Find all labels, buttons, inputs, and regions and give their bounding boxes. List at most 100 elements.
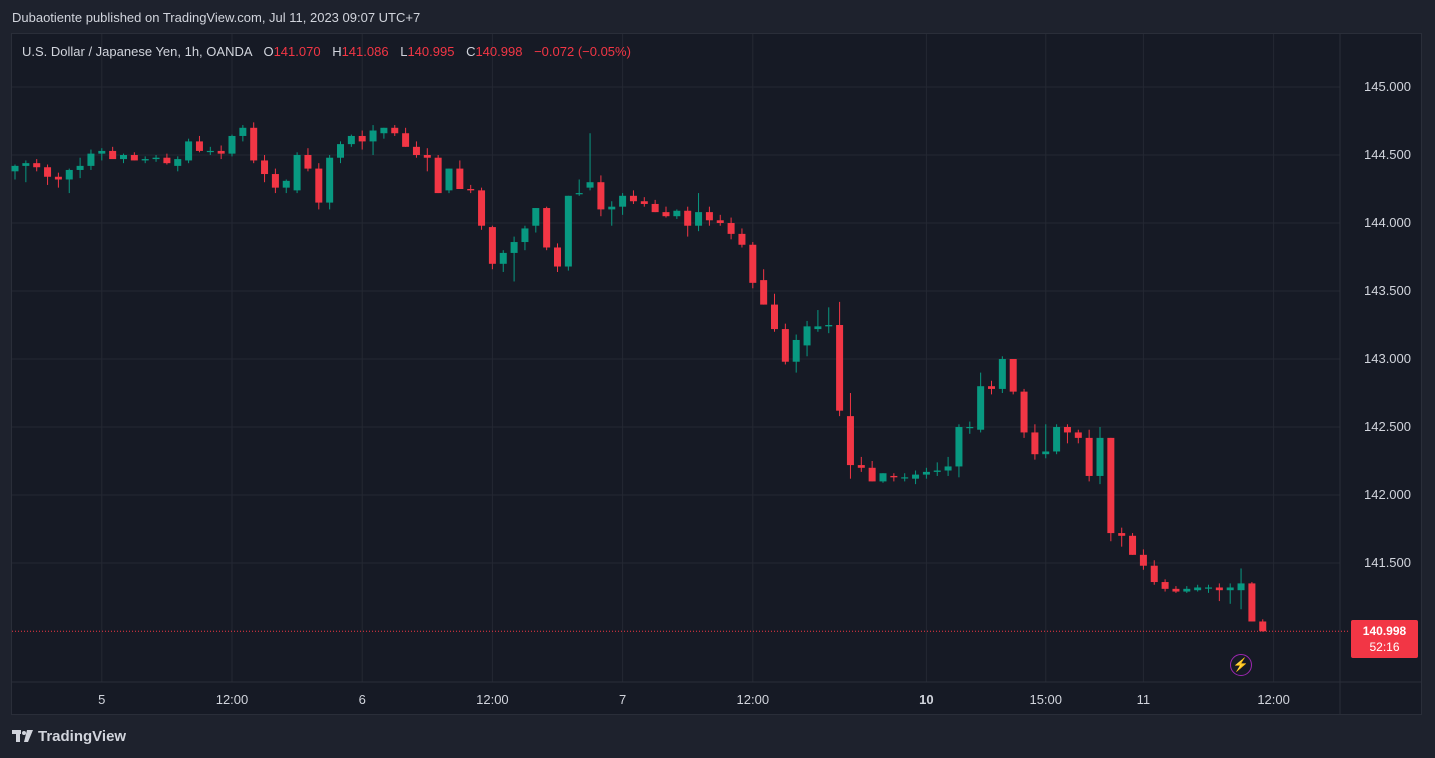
x-tick-label: 10: [919, 692, 933, 707]
brand-name: TradingView: [38, 728, 127, 745]
candle: [998, 356, 1006, 393]
candle-body: [1161, 582, 1169, 589]
candle: [130, 152, 138, 161]
lightning-icon[interactable]: ⚡: [1230, 654, 1252, 676]
candle-body: [879, 473, 887, 482]
candle-body: [814, 326, 822, 330]
candle: [1161, 579, 1169, 592]
chart-panel[interactable]: [11, 33, 1422, 715]
candle: [977, 372, 985, 433]
candle-body: [1053, 427, 1061, 452]
candle: [293, 152, 301, 194]
candle: [391, 125, 399, 136]
candle: [868, 461, 876, 482]
candle-body: [912, 474, 920, 479]
candle: [228, 134, 236, 157]
candle: [347, 134, 355, 147]
candle-body: [803, 326, 811, 346]
candle: [185, 138, 193, 164]
candle: [684, 206, 692, 237]
open-label: O: [263, 44, 274, 59]
candle: [1248, 582, 1256, 622]
candle-body: [1031, 432, 1039, 455]
candle: [499, 250, 507, 272]
candle-body: [1129, 535, 1137, 555]
candle: [988, 380, 995, 395]
x-tick-label: 11: [1137, 692, 1151, 707]
candle: [1139, 549, 1147, 570]
candle-body: [1118, 533, 1126, 536]
candle-body: [1139, 554, 1147, 566]
candle: [217, 145, 225, 160]
publish-info: Dubaotiente published on TradingView.com…: [12, 10, 421, 25]
candle-body: [152, 157, 160, 160]
candle-body: [651, 203, 659, 213]
candle-body: [391, 127, 399, 134]
candle-body: [185, 141, 193, 161]
candle: [54, 172, 62, 188]
candle-body: [608, 206, 616, 210]
candle-body: [738, 233, 746, 245]
candle-body: [380, 127, 388, 134]
candle-body: [174, 159, 182, 166]
y-tick-label: 144.000: [1364, 215, 1411, 230]
candle: [206, 146, 214, 155]
candle: [271, 168, 279, 194]
candle: [1150, 560, 1158, 585]
candle-body: [901, 477, 909, 479]
candle-body: [521, 228, 529, 243]
candle-body: [684, 210, 692, 226]
candle: [554, 243, 561, 272]
candle: [87, 149, 95, 170]
change-value: −0.072 (−0.05%): [534, 44, 631, 59]
x-tick-label: 5: [98, 692, 105, 707]
candle-body: [304, 155, 312, 169]
candle-body: [434, 157, 442, 194]
candle: [1194, 584, 1202, 592]
candle-body: [846, 416, 854, 466]
tradingview-logo[interactable]: TradingView: [12, 728, 126, 745]
candle: [640, 197, 648, 207]
x-tick-label: 12:00: [1257, 692, 1290, 707]
candle-body: [695, 212, 703, 226]
candle-body: [1074, 432, 1082, 438]
candle-body: [890, 475, 898, 478]
x-tick-label: 6: [359, 692, 366, 707]
last-price: 140.998: [1362, 624, 1407, 638]
candle-body: [933, 470, 941, 472]
candle-body: [130, 155, 138, 161]
candle: [879, 473, 887, 483]
candle-body: [206, 150, 214, 153]
close-value: 140.998: [475, 44, 523, 59]
candle-body: [716, 220, 724, 223]
candle: [1215, 583, 1223, 602]
candle-body: [1194, 587, 1202, 591]
candle-body: [988, 386, 995, 389]
candle-body: [282, 180, 290, 188]
x-tick-label: 12:00: [737, 692, 770, 707]
symbol-label[interactable]: U.S. Dollar / Japanese Yen, 1h, OANDA: [22, 44, 252, 59]
candle-body: [619, 195, 627, 207]
candle-body: [727, 223, 735, 234]
candle-body: [358, 135, 366, 142]
candle: [586, 133, 594, 191]
candle: [282, 179, 290, 194]
candle-body: [315, 168, 323, 203]
candle-body: [76, 165, 84, 170]
candle: [369, 125, 377, 155]
candle: [1183, 586, 1191, 593]
candle: [76, 157, 84, 179]
candle: [1259, 619, 1267, 632]
candle: [239, 125, 247, 142]
tradingview-mark-icon: [12, 729, 33, 742]
candle: [1237, 568, 1245, 610]
candle: [738, 228, 746, 248]
candle-body: [423, 155, 431, 158]
candle: [1172, 586, 1180, 593]
candle-body: [868, 467, 876, 482]
candle-body: [1205, 587, 1212, 589]
candle: [120, 153, 127, 164]
candle: [575, 179, 583, 196]
candle-body: [705, 212, 713, 221]
